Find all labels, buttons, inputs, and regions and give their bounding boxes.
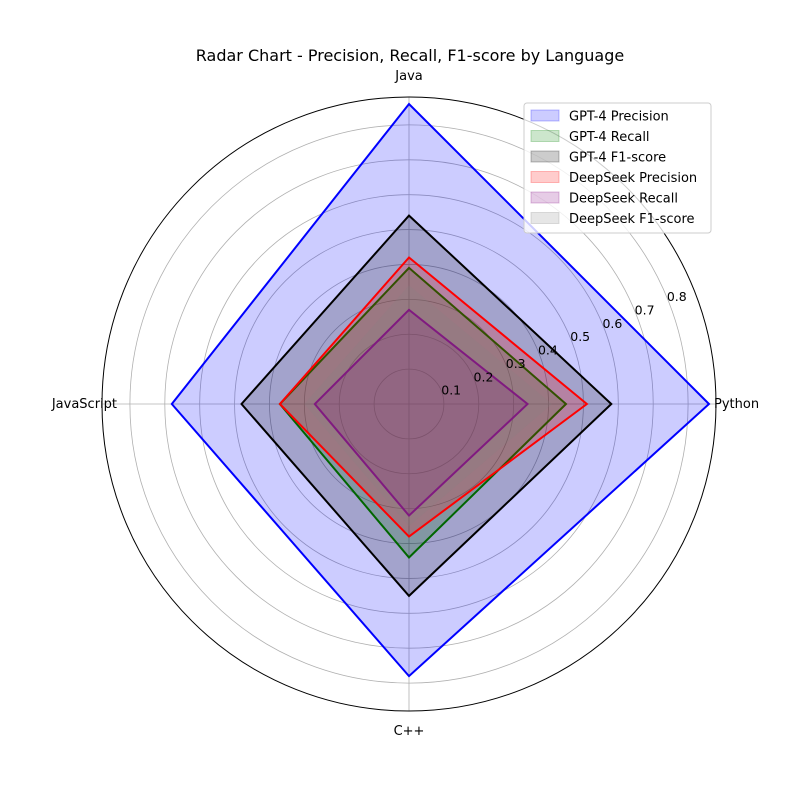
- r-tick-label-7: 0.8: [667, 289, 687, 304]
- legend-label-0: GPT-4 Precision: [569, 110, 669, 125]
- legend-label-3: DeepSeek Precision: [569, 171, 697, 186]
- legend-swatch-2: [530, 150, 560, 163]
- radar-grid: [101, 96, 717, 712]
- legend-label-5: DeepSeek F1-score: [569, 212, 695, 227]
- legend-box: [523, 102, 712, 234]
- legend-label-4: DeepSeek Recall: [569, 192, 678, 207]
- series-line-0: [170, 102, 711, 678]
- series-fill-5: [304, 285, 552, 527]
- legend: GPT-4 Precision GPT-4 Recall GPT-4 F1-scor…: [523, 102, 712, 234]
- r-tick-label-4: 0.5: [570, 329, 590, 344]
- radar-series: [170, 102, 711, 678]
- legend-swatch-1: [530, 130, 560, 142]
- outer-frame: [101, 96, 717, 712]
- series-fill-2: [241, 215, 612, 596]
- r-tick-label-6: 0.7: [635, 303, 655, 318]
- axis-label-python: Python: [714, 397, 759, 412]
- axis-label-c-: C++: [394, 724, 425, 739]
- axis-label-java: Java: [394, 69, 422, 84]
- r-tick-label-3: 0.4: [538, 343, 558, 358]
- legend-swatch-5: [530, 212, 560, 224]
- legend-swatch-3: [530, 171, 560, 183]
- r-tick-label-0: 0.1: [441, 383, 461, 398]
- legend-label-1: GPT-4 Recall: [569, 130, 650, 145]
- series-fill-0: [171, 104, 710, 677]
- r-tick-label-5: 0.6: [602, 316, 622, 331]
- axis-label-javascript: JavaScript: [51, 397, 117, 412]
- legend-swatch-0: [530, 109, 560, 122]
- legend-swatch-4: [530, 191, 560, 204]
- r-tick-label-2: 0.3: [506, 356, 526, 371]
- legend-label-2: GPT-4 F1-score: [569, 151, 666, 166]
- series-line-4: [313, 308, 530, 518]
- r-tick-label-1: 0.2: [474, 369, 494, 384]
- series-line-3: [278, 256, 589, 538]
- series-fill-3: [279, 257, 587, 537]
- series-fill-4: [314, 309, 528, 516]
- chart-title: Radar Chart - Precision, Recall, F1-scor…: [196, 46, 624, 65]
- series-line-2: [240, 214, 613, 598]
- radar-labels: Python Java JavaScript C++ 0.1 0.2 0.3 0.4 0.5 0.…: [51, 69, 759, 739]
- series-fill-1: [279, 267, 566, 558]
